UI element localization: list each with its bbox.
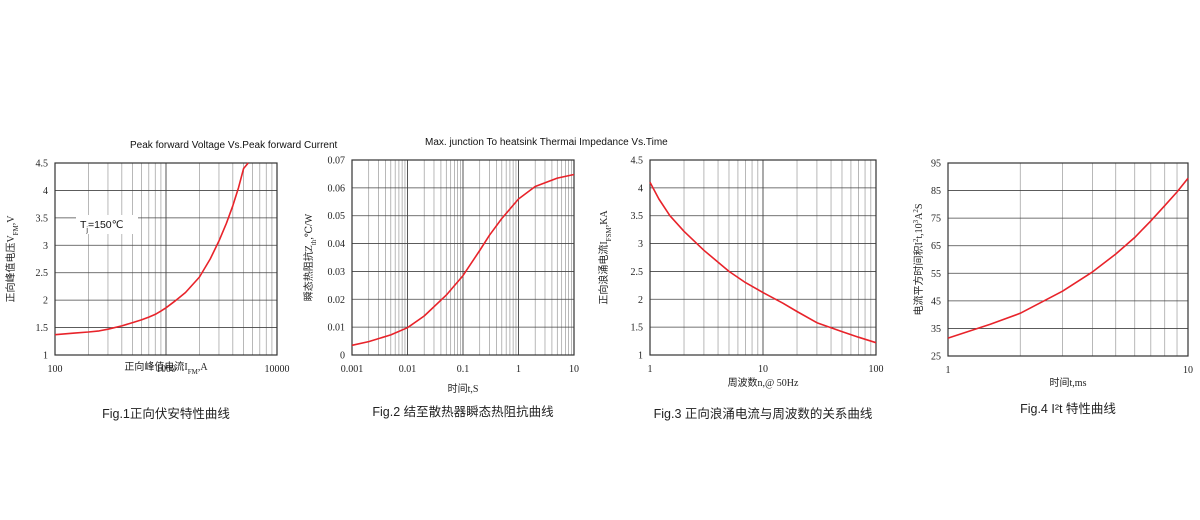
y-tick-label: 45 bbox=[931, 296, 941, 307]
y-tick-label: 1.5 bbox=[631, 323, 644, 334]
y-tick-label: 3 bbox=[43, 241, 48, 252]
x-tick-label: 10 bbox=[1183, 365, 1193, 376]
y-tick-label: 75 bbox=[931, 214, 941, 225]
y-tick-label: 4 bbox=[43, 186, 48, 197]
x-tick-label: 10000 bbox=[265, 364, 290, 375]
x-tick-label: 10 bbox=[758, 364, 768, 375]
series-line bbox=[947, 177, 1189, 339]
y-tick-label: 4.5 bbox=[36, 159, 49, 170]
x-tick-label: 1 bbox=[946, 365, 951, 376]
y-tick-label: 3 bbox=[638, 239, 643, 250]
x-tick-label: 0.001 bbox=[341, 364, 364, 375]
chart-3: 1 1.5 2 2.5 3 3.5 4 4.5 1 10 100 周波数n,@ 50Hz 正向浪涌电流I… bbox=[597, 156, 884, 422]
y-tick-label: 95 bbox=[931, 159, 941, 170]
series-line bbox=[351, 173, 575, 347]
y-tick-label: 3.5 bbox=[36, 213, 49, 224]
y-tick-label: 2 bbox=[43, 296, 48, 307]
chart-4: 25 35 45 55 65 75 85 95 1 10 时间t,ms 电流平方时间积I2t,103A… bbox=[912, 159, 1193, 417]
plot-frame bbox=[54, 162, 278, 356]
y-tick-label: 65 bbox=[931, 241, 941, 252]
y-tick-label: 35 bbox=[931, 324, 941, 335]
y-tick-label: 3.5 bbox=[631, 211, 644, 222]
y-tick-label: 1.5 bbox=[36, 323, 49, 334]
figure-caption: Fig.2 结至散热器瞬态热阻抗曲线 bbox=[372, 404, 554, 419]
temperature-annotation: Tj=150℃ bbox=[80, 219, 123, 234]
figure-caption: Fig.4 I²t 特性曲线 bbox=[1020, 401, 1116, 416]
y-tick-label: 4.5 bbox=[631, 156, 644, 167]
x-axis-label: 周波数n,@ 50Hz bbox=[728, 376, 799, 389]
y-tick-label: 1 bbox=[43, 351, 48, 362]
chart-title: Max. junction To heatsink Thermai Impeda… bbox=[425, 137, 668, 148]
x-tick-label: 100 bbox=[869, 364, 884, 375]
y-tick-label: 0 bbox=[340, 351, 345, 362]
plot-frame bbox=[947, 162, 1189, 357]
y-tick-label: 25 bbox=[931, 352, 941, 363]
y-axis-label: 正向浪涌电流IFSM,KA bbox=[597, 210, 613, 305]
x-tick-label: 10 bbox=[569, 364, 579, 375]
y-tick-label: 85 bbox=[931, 186, 941, 197]
chart-title: Peak forward Voltage Vs.Peak forward Cur… bbox=[130, 140, 338, 151]
y-axis-label: 电流平方时间积I2t,103A2S bbox=[912, 204, 925, 316]
x-axis-label: 时间t,ms bbox=[1050, 376, 1087, 389]
x-tick-label: 1 bbox=[648, 364, 653, 375]
x-axis-label: 时间t,S bbox=[448, 382, 479, 395]
annotation-bg bbox=[76, 215, 138, 234]
y-tick-label: 2 bbox=[638, 295, 643, 306]
y-tick-label: 0.01 bbox=[328, 323, 346, 334]
y-tick-label: 4 bbox=[638, 183, 643, 194]
series-line bbox=[54, 162, 249, 336]
y-tick-label: 55 bbox=[931, 269, 941, 280]
y-tick-label: 0.03 bbox=[328, 267, 346, 278]
chart-1: 1 1.5 2 2.5 3 3.5 4 4.5 100 1000 10000 Peak forward… bbox=[4, 140, 338, 421]
x-tick-label: 100 bbox=[48, 364, 63, 375]
y-tick-label: 1 bbox=[638, 351, 643, 362]
plot-frame bbox=[649, 159, 877, 356]
x-tick-label: 1000 bbox=[156, 364, 176, 375]
x-tick-label: 0.1 bbox=[457, 364, 470, 375]
y-axis-label: 瞬态热阻抗Zth,℃/W bbox=[302, 213, 318, 301]
x-tick-label: 1 bbox=[516, 364, 521, 375]
chart-2: 0 0.01 0.02 0.03 0.04 0.05 0.06 0.07 0.001 0.01 0.… bbox=[302, 137, 668, 419]
figure-caption: Fig.3 正向浪涌电流与周波数的关系曲线 bbox=[654, 406, 873, 421]
y-tick-label: 0.05 bbox=[328, 211, 346, 222]
y-tick-label: 2.5 bbox=[36, 268, 49, 279]
x-tick-label: 0.01 bbox=[399, 364, 417, 375]
x-axis-label: 正向峰值电流IFM,A bbox=[124, 360, 208, 376]
y-tick-label: 0.04 bbox=[328, 239, 346, 250]
plot-frame bbox=[351, 159, 575, 356]
y-tick-label: 2.5 bbox=[631, 267, 644, 278]
y-tick-label: 0.02 bbox=[328, 295, 346, 306]
y-tick-label: 0.07 bbox=[328, 156, 346, 167]
y-tick-label: 0.06 bbox=[328, 183, 346, 194]
y-axis-label: 正向峰值电压VFM,V bbox=[4, 215, 20, 303]
series-line bbox=[649, 181, 877, 344]
figure-caption: Fig.1正向伏安特性曲线 bbox=[102, 406, 230, 421]
